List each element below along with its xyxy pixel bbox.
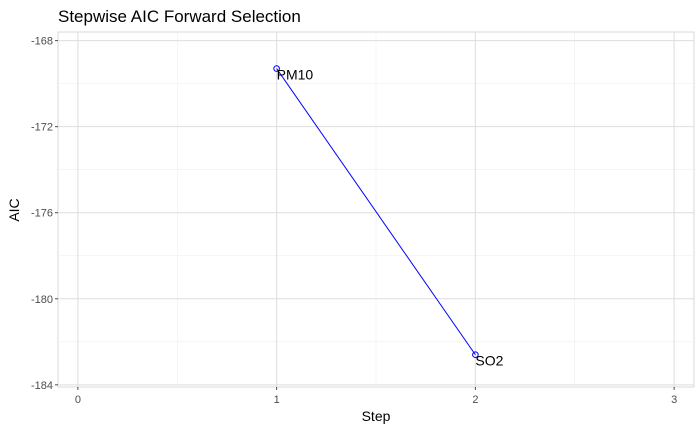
chart-title: Stepwise AIC Forward Selection [58, 7, 301, 26]
y-tick-label: -172 [31, 122, 53, 134]
point-label: SO2 [475, 353, 503, 369]
minor-gridlines [58, 32, 694, 387]
y-tick-label: -176 [31, 208, 53, 220]
y-axis-title: AIC [6, 198, 22, 221]
series-line [276, 68, 476, 356]
x-axis-title: Step [362, 408, 391, 424]
data-point [273, 65, 280, 72]
y-tick-label: -180 [31, 294, 53, 306]
major-gridlines [58, 32, 694, 387]
x-tick-label: 3 [671, 394, 677, 406]
point-label: PM10 [277, 67, 314, 83]
y-tick-label: -184 [31, 380, 53, 392]
x-axis-ticks: 0 1 2 3 [75, 387, 677, 406]
x-tick-label: 2 [472, 394, 478, 406]
x-tick-label: 1 [274, 394, 280, 406]
data-point [472, 351, 479, 359]
y-tick-label: -168 [31, 36, 53, 48]
y-axis-ticks: -168 -172 -176 -180 -184 [31, 36, 58, 392]
x-tick-label: 0 [75, 394, 81, 406]
series-layer: PM10 SO2 [273, 65, 504, 369]
